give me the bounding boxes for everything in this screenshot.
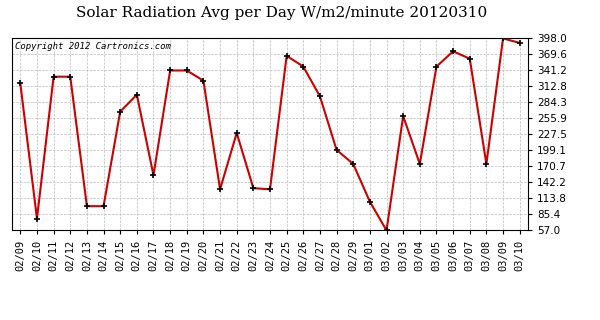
Text: Copyright 2012 Cartronics.com: Copyright 2012 Cartronics.com	[14, 42, 170, 51]
Text: Solar Radiation Avg per Day W/m2/minute 20120310: Solar Radiation Avg per Day W/m2/minute …	[76, 6, 488, 20]
